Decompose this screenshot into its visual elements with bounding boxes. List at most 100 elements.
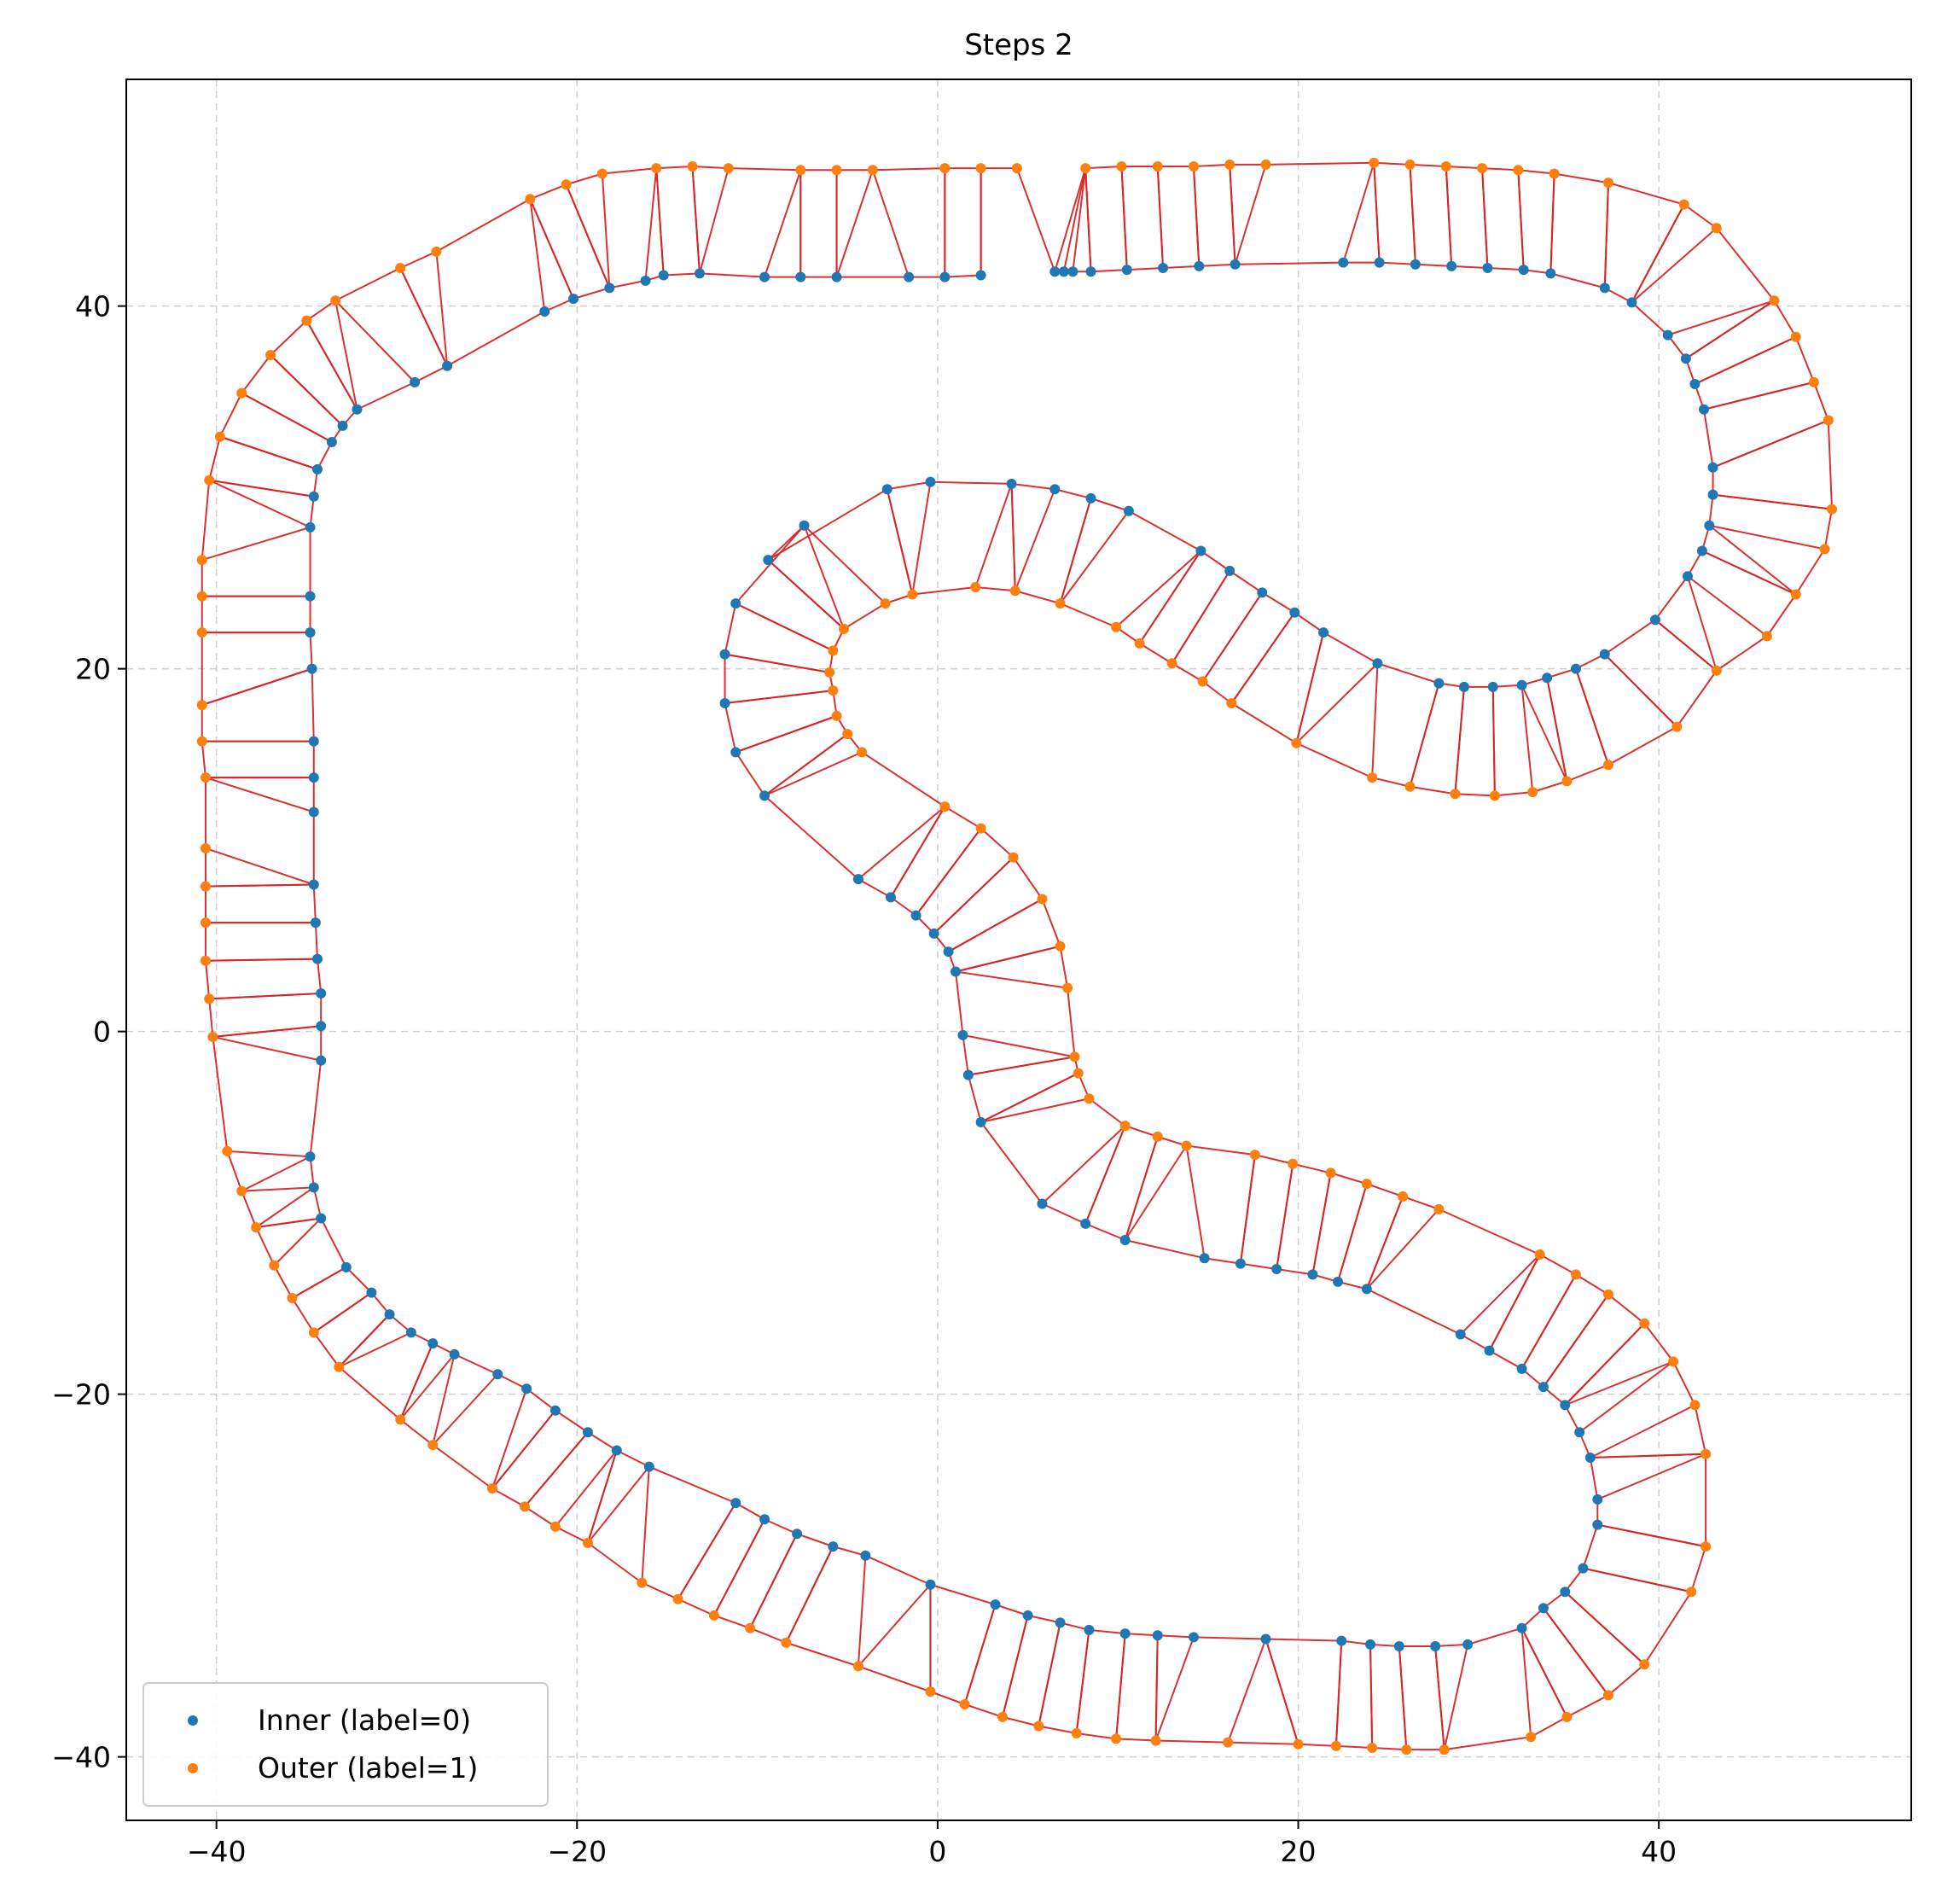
- edge-line: [1042, 1202, 1086, 1225]
- edge-line: [1575, 1273, 1609, 1296]
- inner-point: [1158, 263, 1169, 273]
- edge-line: [1539, 1254, 1577, 1276]
- inner-point: [305, 1151, 316, 1162]
- edge-line: [1334, 1640, 1343, 1746]
- outer-point: [1450, 789, 1461, 800]
- outer-point: [1639, 1659, 1650, 1670]
- edge-lines: [201, 161, 1834, 1751]
- outer-point: [334, 1361, 345, 1372]
- outer-point: [745, 1622, 756, 1633]
- outer-point: [301, 315, 312, 326]
- outer-points-series: [196, 157, 1838, 1756]
- edge-line: [1703, 409, 1714, 468]
- outer-point: [1701, 1541, 1712, 1552]
- edge-line: [1372, 1747, 1407, 1751]
- edge-line: [677, 1598, 715, 1616]
- edge-line: [1575, 668, 1609, 766]
- outer-point: [1668, 1356, 1679, 1367]
- edge-line: [1261, 591, 1295, 614]
- edge-line: [1298, 1743, 1336, 1747]
- inner-point: [539, 306, 550, 317]
- axis-ticks: −40 −20 0 20 40 −40 −20 0 20 40: [51, 290, 1677, 1868]
- edge-line: [713, 1614, 751, 1629]
- inner-point: [410, 376, 421, 387]
- edge-line: [616, 1449, 650, 1468]
- edge-line: [1460, 1333, 1491, 1352]
- edge-line: [208, 999, 214, 1038]
- outer-point: [1260, 159, 1271, 170]
- outer-point: [236, 387, 247, 399]
- inner-point: [427, 1338, 439, 1349]
- inner-point: [521, 1383, 532, 1395]
- inner-point: [951, 966, 962, 977]
- edge-line: [1643, 1591, 1693, 1665]
- edge-line: [270, 354, 344, 427]
- outer-point: [1084, 1093, 1095, 1104]
- edge-line: [338, 1313, 391, 1368]
- inner-point: [1049, 484, 1061, 495]
- inner-point: [719, 698, 730, 708]
- edge-line: [1590, 1453, 1706, 1459]
- outer-point: [880, 598, 891, 609]
- inner-point: [925, 476, 936, 487]
- edge-line: [887, 480, 931, 491]
- inner-point: [1152, 1630, 1163, 1641]
- edge-line: [1204, 1257, 1241, 1265]
- edge-line: [399, 267, 449, 367]
- edge-line: [980, 1098, 1090, 1123]
- outer-point: [1330, 1740, 1341, 1751]
- edge-line: [1604, 619, 1656, 655]
- inner-point: [1230, 259, 1241, 270]
- edge-line: [1578, 1360, 1674, 1434]
- edge-line: [1654, 575, 1689, 620]
- outer-point: [1602, 1289, 1613, 1300]
- edge-line: [1265, 1638, 1342, 1642]
- edge-line: [1554, 172, 1609, 184]
- inner-point: [1338, 257, 1349, 268]
- edge-line: [858, 878, 892, 899]
- edge-line: [208, 436, 221, 480]
- inner-point: [759, 271, 770, 282]
- edge-line: [764, 733, 848, 797]
- edge-line: [962, 1034, 1075, 1058]
- inner-point: [1235, 1258, 1246, 1269]
- inner-point: [881, 484, 892, 495]
- edge-line: [309, 1156, 315, 1188]
- outer-point: [867, 165, 878, 176]
- y-tick-label: 40: [75, 290, 111, 323]
- inner-point: [568, 294, 579, 305]
- inner-point: [925, 1579, 936, 1590]
- edge-line: [1171, 662, 1204, 683]
- edge-line: [962, 1034, 969, 1075]
- edge-line: [1157, 1634, 1195, 1639]
- edge-line: [432, 1444, 493, 1489]
- edge-line: [1371, 777, 1410, 788]
- edge-line: [219, 435, 318, 470]
- edge-line: [1200, 550, 1230, 572]
- edge-line: [1374, 161, 1410, 166]
- outer-point: [1224, 159, 1235, 170]
- inner-point: [1680, 353, 1691, 364]
- edge-line: [967, 1074, 982, 1123]
- outer-point: [395, 263, 406, 273]
- edge-line: [955, 945, 1061, 973]
- edge-line: [209, 479, 314, 498]
- edge-line: [944, 806, 982, 830]
- edge-line: [1090, 269, 1127, 273]
- edge-line: [205, 847, 315, 886]
- edge-line: [1566, 1694, 1609, 1718]
- edge-line: [1156, 166, 1165, 269]
- inner-point: [311, 953, 323, 964]
- outer-point: [1073, 1068, 1084, 1079]
- outer-point: [1134, 638, 1145, 649]
- edge-line: [399, 1418, 433, 1446]
- inner-point: [308, 736, 319, 747]
- edge-line: [1296, 742, 1373, 779]
- edge-line: [1234, 164, 1267, 265]
- edge-line: [858, 1665, 931, 1693]
- edge-line: [1491, 686, 1496, 796]
- outer-point: [1401, 1744, 1412, 1756]
- inner-point: [1257, 587, 1268, 598]
- outer-point: [1367, 772, 1378, 783]
- edge-line: [1590, 1404, 1695, 1459]
